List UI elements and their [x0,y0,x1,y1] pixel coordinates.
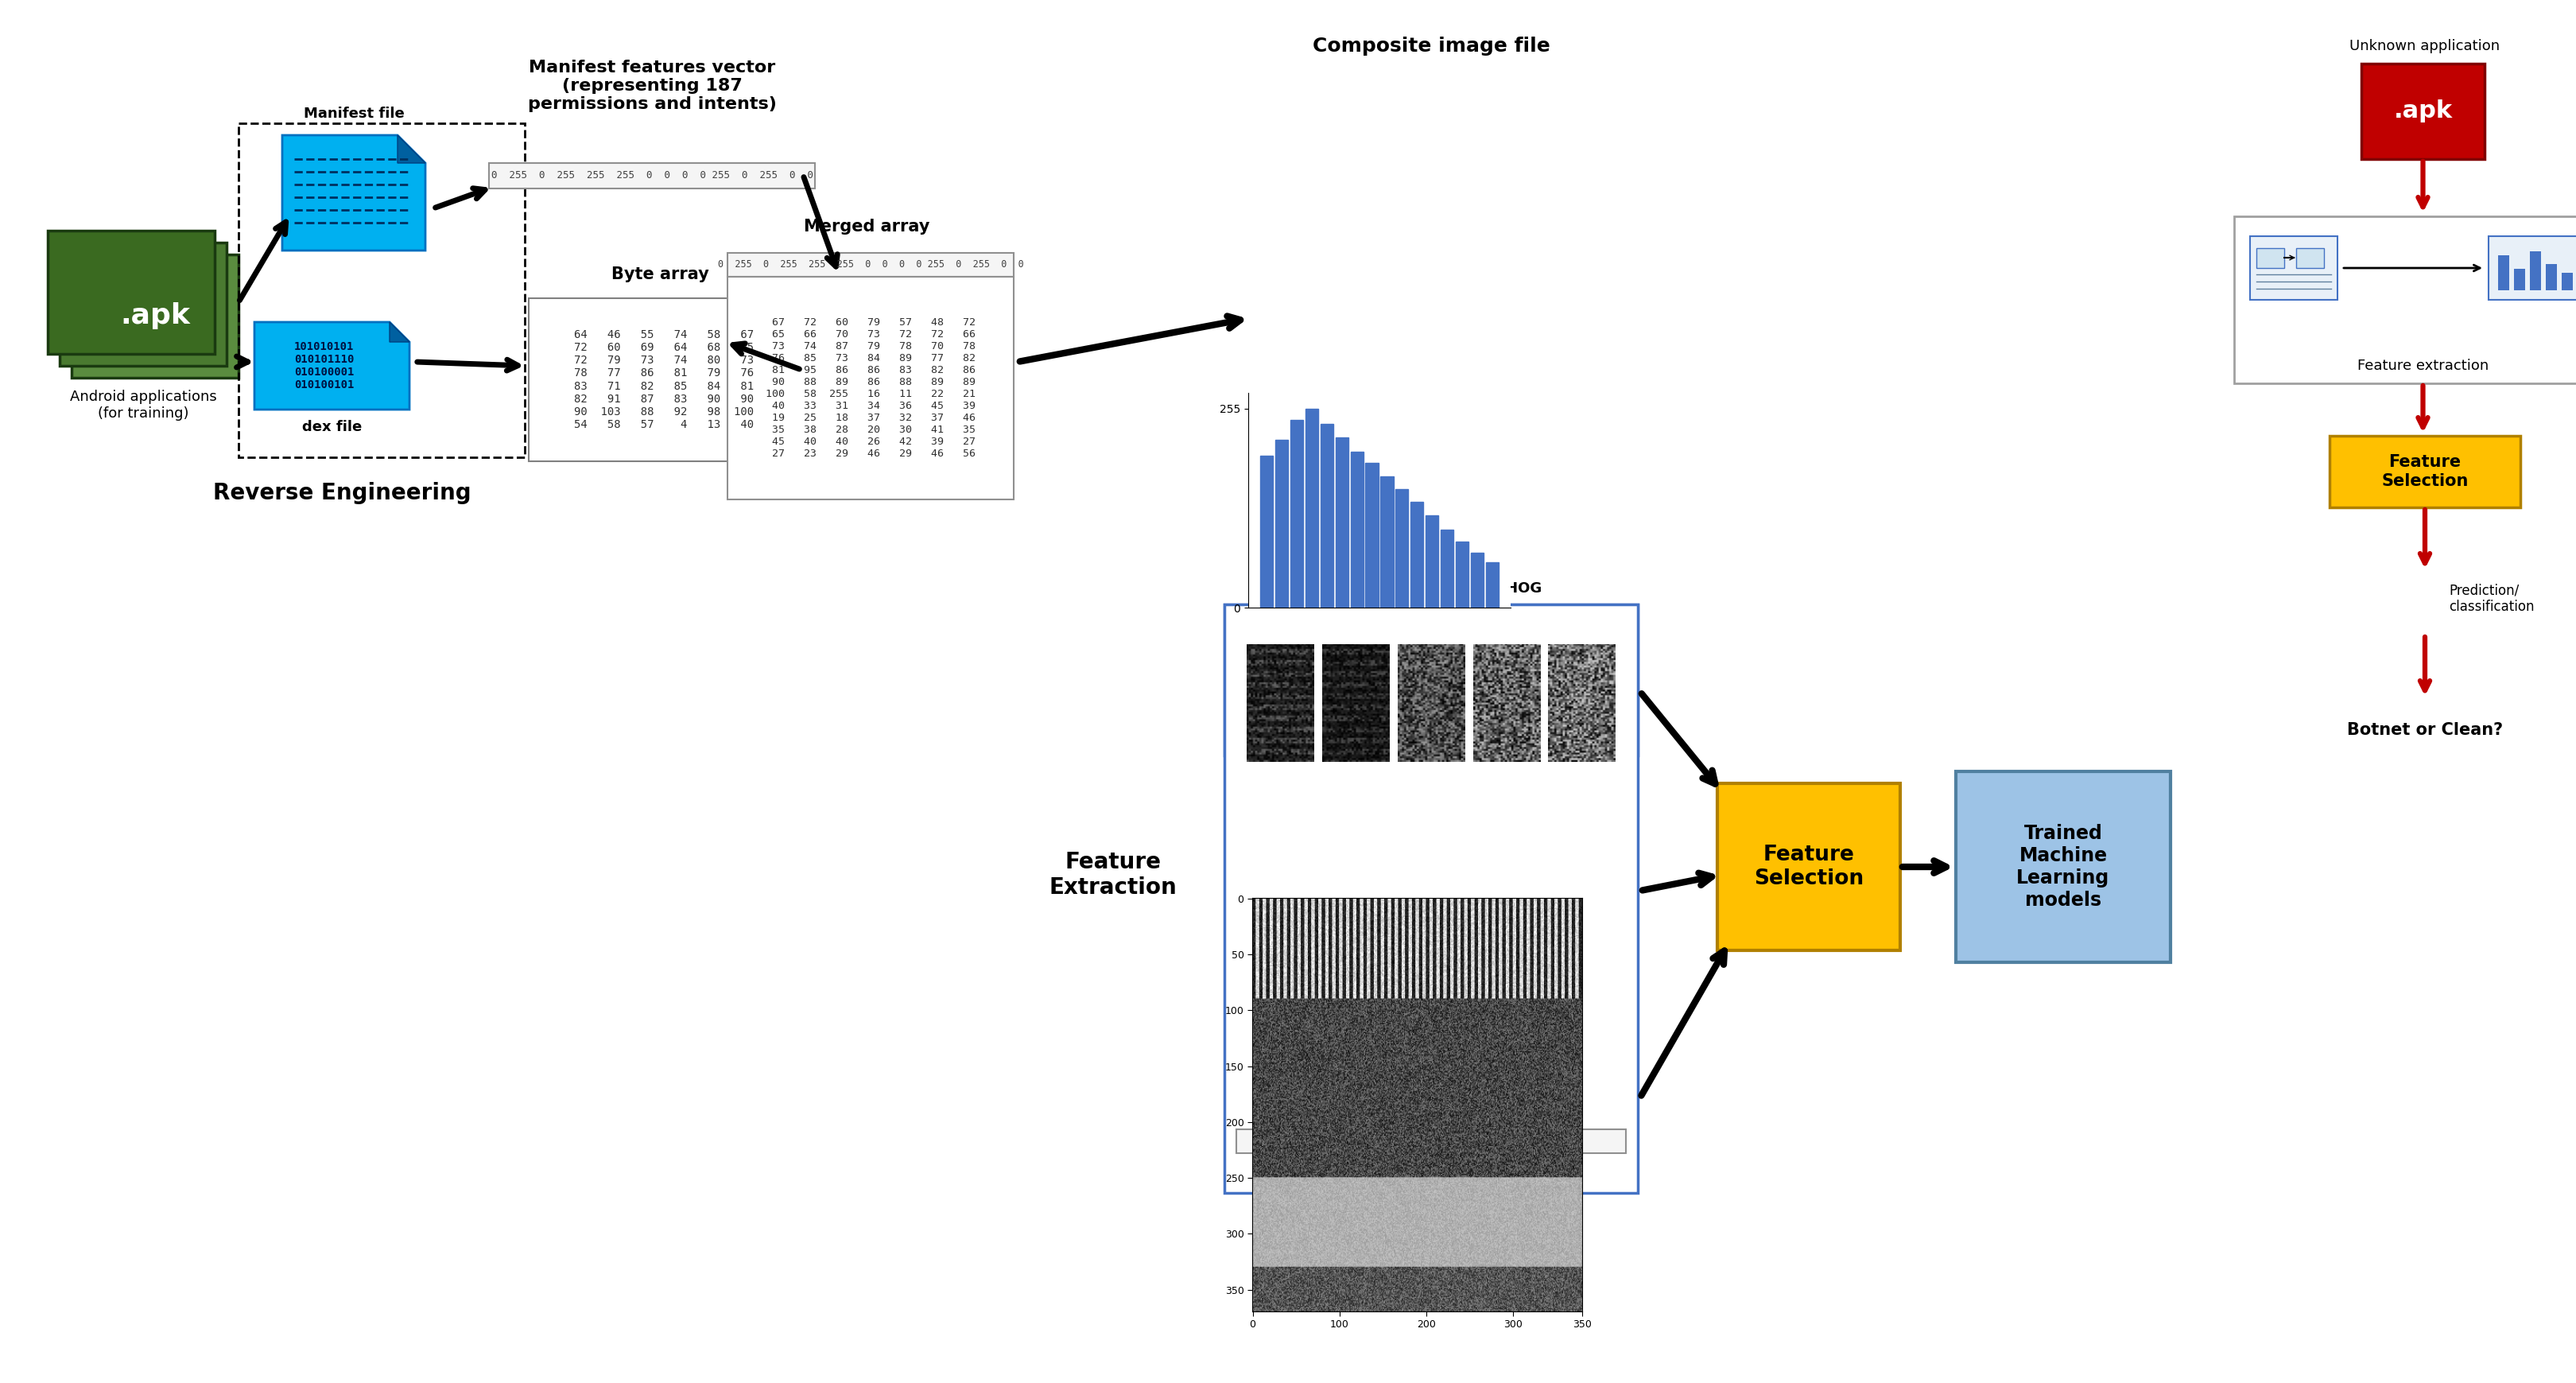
Text: Feature
Selection: Feature Selection [1754,845,1862,889]
Text: Feature
Extraction: Feature Extraction [1048,851,1177,899]
Bar [59,242,227,366]
Text: 128 x 64 segments for HOG: 128 x 64 segments for HOG [1321,581,1540,596]
Bar [489,163,814,188]
Text: Android applications
(for training): Android applications (for training) [70,390,216,420]
Text: 0  255  0  255  255  255  0  0  0  0 255  0  255  0  0: 0 255 0 255 255 255 0 0 0 0 255 0 255 0 … [719,260,1023,270]
Bar [2499,256,2509,290]
Text: Feature extraction: Feature extraction [2357,358,2488,373]
Polygon shape [283,136,425,250]
Bar [2257,248,2285,268]
Text: Manifest features vector
(representing 187
permissions and intents): Manifest features vector (representing 1… [528,59,775,112]
Bar [72,254,240,378]
Bar [2233,216,2576,383]
Bar [49,231,214,354]
Polygon shape [389,322,410,342]
Text: 67   72   60   79   57   48   72
 65   66   70   73   72   72   66
 73   74   87: 67 72 60 79 57 48 72 65 66 70 73 72 72 6… [765,317,976,459]
Bar [2561,272,2573,290]
Bar [1224,604,1638,1194]
Text: Byte histogram: Byte histogram [1321,1005,1437,1019]
Text: Botnet or Clean?: Botnet or Clean? [2347,722,2504,739]
Text: .apk: .apk [121,303,191,329]
Polygon shape [255,322,410,409]
Bar [2545,264,2558,290]
Text: Composite image file: Composite image file [1311,36,1551,55]
Text: Manifest features vector: Manifest features vector [1340,1163,1522,1178]
Text: dex file: dex file [301,420,361,434]
Bar [2295,248,2324,268]
Text: Unknown application: Unknown application [2349,39,2501,54]
Bar [1224,604,1638,755]
Text: Reverse Engineering: Reverse Engineering [214,481,471,505]
Bar [2329,436,2519,508]
Bar [528,299,799,462]
Bar [240,123,526,458]
Bar [726,277,1015,499]
Text: 0  255  0  255  255  255  0  0  0  0 255  0  255  0  0: 0 255 0 255 255 255 0 0 0 0 255 0 255 0 … [492,170,814,181]
Text: Prediction/
classification: Prediction/ classification [2450,584,2535,614]
Bar [1718,783,1901,950]
Text: Manifest file: Manifest file [304,106,404,120]
Text: Merged array: Merged array [804,219,930,235]
Bar [1236,1130,1625,1153]
Bar [2530,250,2540,290]
Polygon shape [397,136,425,163]
Bar [1955,772,2172,963]
Text: 101010101
010101110
010100001
010100101: 101010101 010101110 010100001 010100101 [294,342,353,391]
Bar [2488,236,2576,300]
Text: Byte array: Byte array [611,267,708,282]
Bar [2249,236,2336,300]
Text: Trained
Machine
Learning
models: Trained Machine Learning models [2017,824,2110,910]
Text: Feature
Selection: Feature Selection [2380,455,2468,488]
Text: 0  255  0  255  255  0  0  0  255  0  255  0  0: 0 255 0 255 255 0 0 0 255 0 255 0 0 [1291,1135,1571,1147]
Bar [726,253,1015,277]
Text: .apk: .apk [2393,100,2452,123]
Bar [2514,268,2524,290]
Text: 64   46   55   74   58   67
72   60   69   64   68   65
72   79   73   74   80  : 64 46 55 74 58 67 72 60 69 64 68 65 72 7… [574,329,755,430]
Bar [2362,64,2486,159]
